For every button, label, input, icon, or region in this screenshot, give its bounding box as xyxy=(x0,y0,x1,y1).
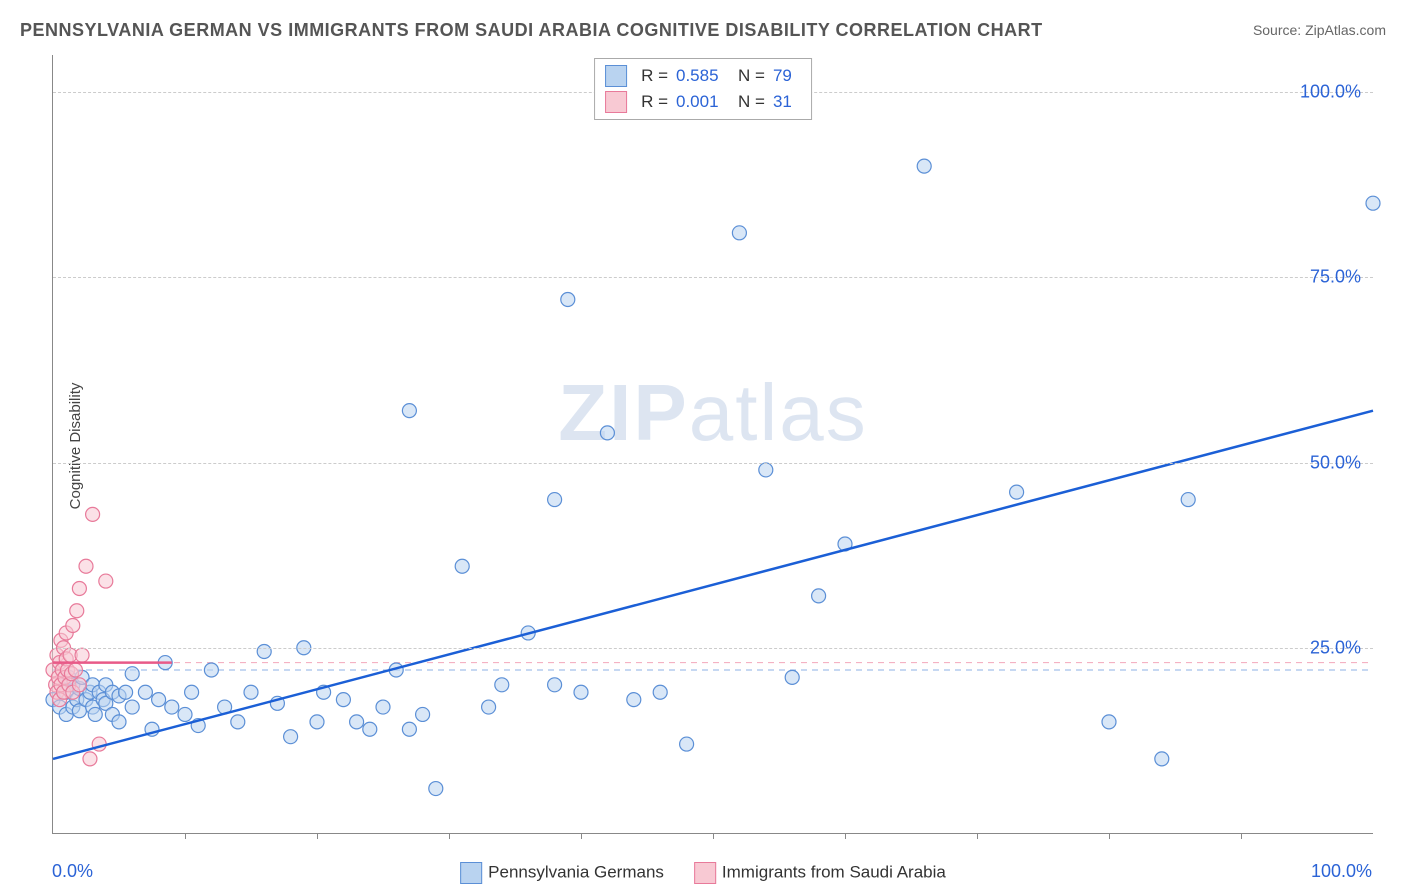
legend-swatch xyxy=(605,65,627,87)
x-tick xyxy=(581,833,582,839)
x-tick xyxy=(449,833,450,839)
point-pa_german xyxy=(732,226,746,240)
point-saudi xyxy=(72,678,86,692)
legend-text: Immigrants from Saudi Arabia xyxy=(722,862,946,881)
source-prefix: Source: xyxy=(1253,22,1305,38)
point-pa_german xyxy=(548,493,562,507)
point-pa_german xyxy=(165,700,179,714)
point-pa_german xyxy=(402,722,416,736)
legend-item-saudi: Immigrants from Saudi Arabia xyxy=(694,862,946,884)
y-tick-label: 25.0% xyxy=(1310,637,1361,658)
y-tick-label: 50.0% xyxy=(1310,452,1361,473)
point-pa_german xyxy=(574,685,588,699)
point-pa_german xyxy=(376,700,390,714)
x-axis-max-label: 100.0% xyxy=(1311,861,1372,882)
x-axis-min-label: 0.0% xyxy=(52,861,93,882)
point-pa_german xyxy=(812,589,826,603)
point-saudi xyxy=(75,648,89,662)
point-pa_german xyxy=(1181,493,1195,507)
n-label: N = xyxy=(738,66,765,86)
point-pa_german xyxy=(482,700,496,714)
legend-swatch xyxy=(460,862,482,884)
point-saudi xyxy=(99,574,113,588)
plot-svg xyxy=(53,55,1373,833)
gridline xyxy=(53,277,1373,278)
x-tick xyxy=(185,833,186,839)
y-tick-label: 100.0% xyxy=(1300,82,1361,103)
point-pa_german xyxy=(627,693,641,707)
point-pa_german xyxy=(429,782,443,796)
r-label: R = xyxy=(641,92,668,112)
point-pa_german xyxy=(1366,196,1380,210)
point-pa_german xyxy=(178,707,192,721)
x-tick xyxy=(845,833,846,839)
point-pa_german xyxy=(350,715,364,729)
point-pa_german xyxy=(310,715,324,729)
point-pa_german xyxy=(600,426,614,440)
point-pa_german xyxy=(231,715,245,729)
legend-row-pa_german: R = 0.585 N = 79 xyxy=(605,63,801,89)
series-legend: Pennsylvania Germans Immigrants from Saud… xyxy=(460,862,946,884)
point-pa_german xyxy=(1155,752,1169,766)
r-value: 0.001 xyxy=(676,92,730,112)
n-label: N = xyxy=(738,92,765,112)
point-saudi xyxy=(66,619,80,633)
point-pa_german xyxy=(112,715,126,729)
x-tick xyxy=(977,833,978,839)
point-pa_german xyxy=(416,707,430,721)
point-saudi xyxy=(79,559,93,573)
n-value: 31 xyxy=(773,92,801,112)
y-tick-label: 75.0% xyxy=(1310,267,1361,288)
point-pa_german xyxy=(785,670,799,684)
legend-text: Pennsylvania Germans xyxy=(488,862,664,881)
point-saudi xyxy=(86,507,100,521)
point-pa_german xyxy=(185,685,199,699)
point-pa_german xyxy=(152,693,166,707)
point-saudi xyxy=(72,581,86,595)
correlation-legend: R = 0.585 N = 79 R = 0.001 N = 31 xyxy=(594,58,812,120)
point-pa_german xyxy=(402,404,416,418)
gridline xyxy=(53,463,1373,464)
point-saudi xyxy=(70,604,84,618)
point-saudi xyxy=(68,663,82,677)
point-pa_german xyxy=(244,685,258,699)
x-tick xyxy=(1109,833,1110,839)
r-value: 0.585 xyxy=(676,66,730,86)
r-label: R = xyxy=(641,66,668,86)
legend-swatch xyxy=(605,91,627,113)
point-pa_german xyxy=(88,707,102,721)
legend-swatch xyxy=(694,862,716,884)
plot-area: ZIPatlas 25.0%50.0%75.0%100.0% xyxy=(52,55,1373,834)
point-pa_german xyxy=(119,685,133,699)
gridline xyxy=(53,648,1373,649)
point-pa_german xyxy=(1102,715,1116,729)
point-pa_german xyxy=(917,159,931,173)
x-tick xyxy=(317,833,318,839)
point-pa_german xyxy=(495,678,509,692)
x-tick xyxy=(1241,833,1242,839)
point-pa_german xyxy=(125,667,139,681)
legend-item-pa_german: Pennsylvania Germans xyxy=(460,862,664,884)
point-pa_german xyxy=(204,663,218,677)
source-credit: Source: ZipAtlas.com xyxy=(1253,22,1386,38)
point-pa_german xyxy=(125,700,139,714)
point-pa_german xyxy=(284,730,298,744)
legend-row-saudi: R = 0.001 N = 31 xyxy=(605,89,801,115)
chart-title: PENNSYLVANIA GERMAN VS IMMIGRANTS FROM S… xyxy=(20,20,1043,41)
point-pa_german xyxy=(548,678,562,692)
source-link[interactable]: ZipAtlas.com xyxy=(1305,22,1386,38)
point-saudi xyxy=(83,752,97,766)
point-pa_german xyxy=(363,722,377,736)
point-pa_german xyxy=(759,463,773,477)
x-tick xyxy=(713,833,714,839)
point-pa_german xyxy=(653,685,667,699)
point-pa_german xyxy=(561,293,575,307)
point-pa_german xyxy=(1010,485,1024,499)
point-pa_german xyxy=(138,685,152,699)
point-pa_german xyxy=(680,737,694,751)
point-pa_german xyxy=(257,644,271,658)
point-pa_german xyxy=(336,693,350,707)
n-value: 79 xyxy=(773,66,801,86)
point-pa_german xyxy=(455,559,469,573)
